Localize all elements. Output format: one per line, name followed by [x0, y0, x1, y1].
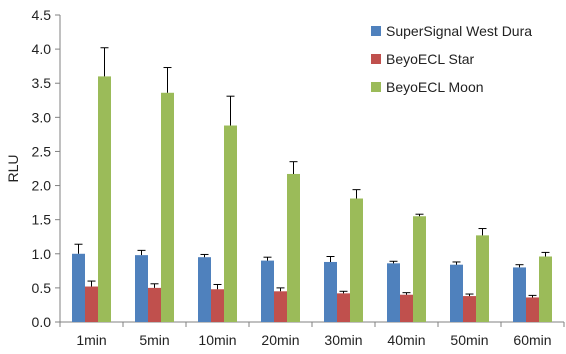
y-tick-label: 4.5: [32, 7, 52, 23]
y-tick-labels: 0.0 0.5 1.0 1.5 2.0 2.5 3.0 3.5 4.0 4.5: [32, 7, 52, 330]
x-tick-label: 1min: [76, 332, 106, 348]
x-tick-label: 30min: [324, 332, 362, 348]
bar-beyoecl-star-5min: [148, 287, 161, 322]
bar-beyoecl-star-1min: [85, 286, 98, 322]
bar-beyoecl-star-20min: [274, 291, 287, 322]
y-tick-label: 3.5: [32, 75, 52, 91]
y-tick-label: 3.0: [32, 109, 52, 125]
error-bars-group: [74, 47, 550, 298]
legend-swatch: [371, 26, 381, 36]
legend: SuperSignal West Dura BeyoECL Star BeyoECL…: [371, 23, 532, 95]
y-tick-label: 2.5: [32, 143, 52, 159]
legend-label: SuperSignal West Dura: [386, 23, 532, 39]
y-tick-label: 4.0: [32, 41, 52, 57]
bar-supersignal-west-dura-50min: [450, 264, 463, 322]
y-axis-label: RLU: [5, 154, 21, 182]
bar-beyoecl-star-50min: [463, 296, 476, 322]
bar-beyoecl-moon-20min: [287, 173, 300, 322]
x-tick-label: 40min: [387, 332, 425, 348]
bar-beyoecl-star-10min: [211, 289, 224, 322]
bar-supersignal-west-dura-60min: [513, 267, 526, 322]
x-tick-label: 5min: [139, 332, 169, 348]
bar-beyoecl-moon-30min: [350, 198, 363, 322]
bar-supersignal-west-dura-30min: [324, 261, 337, 322]
bar-beyoecl-moon-60min: [539, 256, 552, 322]
bar-supersignal-west-dura-1min: [72, 253, 85, 322]
bar-beyoecl-moon-10min: [224, 125, 237, 323]
bar-beyoecl-star-30min: [337, 293, 350, 322]
x-tick-label: 50min: [450, 332, 488, 348]
x-tick-labels: 1min 5min 10min 20min 30min 40min 50min 60min: [76, 332, 551, 348]
legend-label: BeyoECL Moon: [386, 79, 484, 95]
x-tick-label: 20min: [261, 332, 299, 348]
x-tick-label: 10min: [198, 332, 236, 348]
y-tick-label: 1.0: [32, 246, 52, 262]
bar-beyoecl-moon-1min: [98, 76, 111, 323]
legend-label: BeyoECL Star: [386, 51, 475, 67]
bar-beyoecl-moon-5min: [161, 92, 174, 322]
bar-beyoecl-star-40min: [400, 294, 413, 322]
legend-swatch: [371, 82, 381, 92]
bar-supersignal-west-dura-10min: [198, 257, 211, 322]
y-tick-label: 1.5: [32, 212, 52, 228]
bars-group: [72, 76, 552, 323]
bar-beyoecl-star-60min: [526, 297, 539, 322]
y-tick-label: 0.5: [32, 280, 52, 296]
bar-supersignal-west-dura-5min: [135, 255, 148, 322]
y-tick-label: 2.0: [32, 178, 52, 194]
x-tick-label: 60min: [513, 332, 551, 348]
bar-beyoecl-moon-40min: [413, 216, 426, 322]
bar-beyoecl-moon-50min: [476, 235, 489, 322]
y-tick-label: 0.0: [32, 314, 52, 330]
bar-supersignal-west-dura-40min: [387, 263, 400, 322]
bar-supersignal-west-dura-20min: [261, 260, 274, 322]
legend-swatch: [371, 54, 381, 64]
